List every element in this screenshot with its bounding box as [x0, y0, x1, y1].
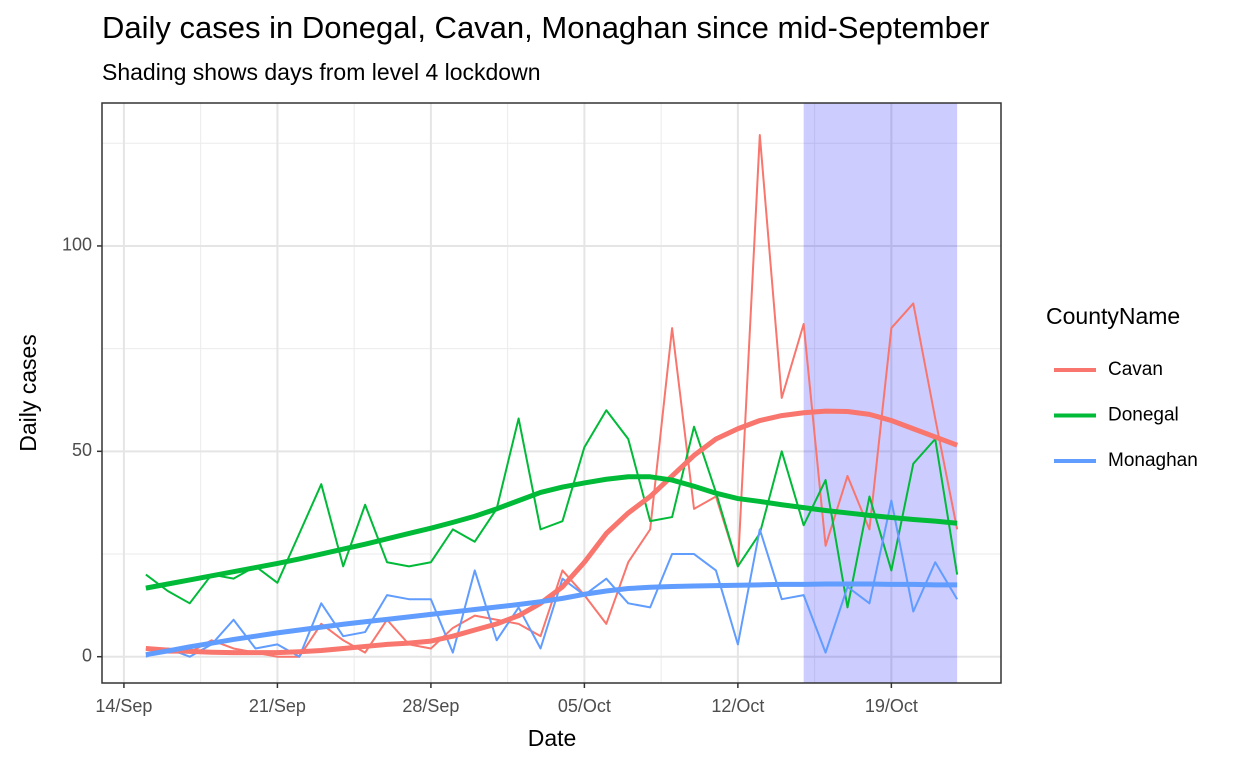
- legend-label: Monaghan: [1108, 450, 1198, 471]
- data-line: [145, 409, 959, 609]
- y-tick-label: 50: [72, 440, 92, 460]
- legend-label: Cavan: [1108, 359, 1163, 380]
- x-tick-label: 14/Sep: [95, 696, 152, 716]
- legend-title: CountyName: [1046, 303, 1180, 329]
- legend-label: Donegal: [1108, 405, 1179, 426]
- x-tick-label: 28/Sep: [402, 696, 459, 716]
- smooth-line: [145, 408, 959, 656]
- x-tick-label: 19/Oct: [865, 696, 918, 716]
- chart-subtitle: Shading shows days from level 4 lockdown: [102, 59, 541, 85]
- x-tick-label: 05/Oct: [558, 696, 611, 716]
- y-tick-label: 100: [62, 235, 92, 255]
- x-tick-label: 21/Sep: [249, 696, 306, 716]
- y-tick-label: 0: [82, 645, 92, 665]
- y-axis-label: Daily cases: [15, 334, 41, 452]
- data-line: [145, 499, 959, 658]
- shade-region: [803, 103, 958, 683]
- smooth-line: [145, 581, 958, 658]
- x-axis-label: Date: [528, 725, 577, 751]
- plot-border: [101, 102, 1002, 684]
- smooth-line: [145, 474, 958, 591]
- chart-title: Daily cases in Donegal, Cavan, Monaghan …: [102, 10, 989, 45]
- x-tick-label: 12/Oct: [711, 696, 764, 716]
